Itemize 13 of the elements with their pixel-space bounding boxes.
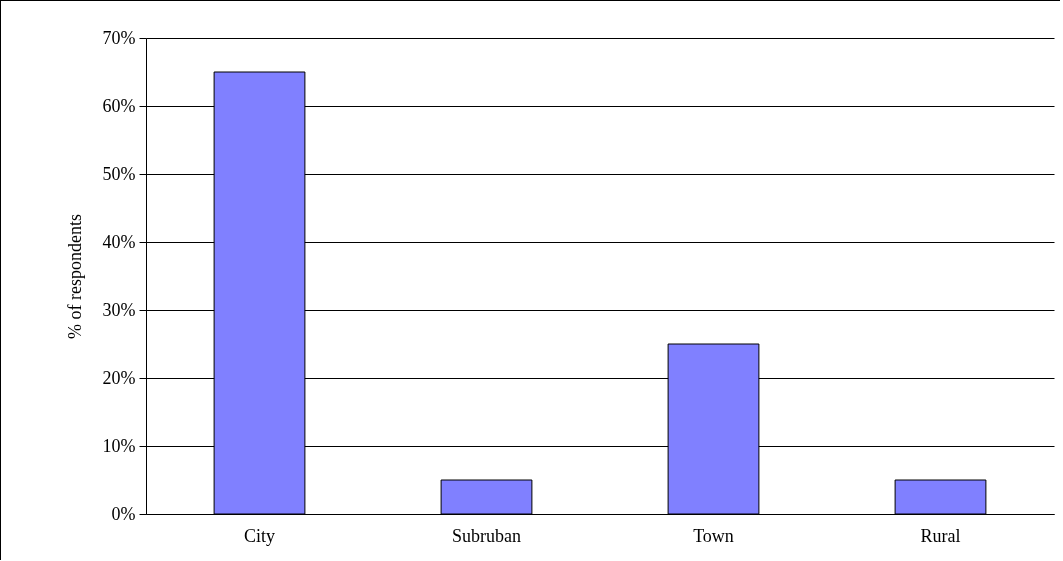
y-tick-label: 40% [102,231,136,252]
y-tick-label: 70% [102,27,136,48]
x-tick-label: City [243,525,276,546]
y-tick-label: 30% [102,299,136,320]
y-axis-title: % of respondents [64,214,85,339]
y-tick-label: 60% [102,95,136,116]
y-tick-label: 0% [111,503,136,524]
y-tick-label: 50% [102,163,136,184]
y-tick-label: 20% [102,367,136,388]
x-tick-label: Rural [920,525,961,546]
x-tick-label: Subruban [452,525,521,546]
x-tick-label: Town [693,525,734,546]
y-tick-label: 10% [102,435,136,456]
